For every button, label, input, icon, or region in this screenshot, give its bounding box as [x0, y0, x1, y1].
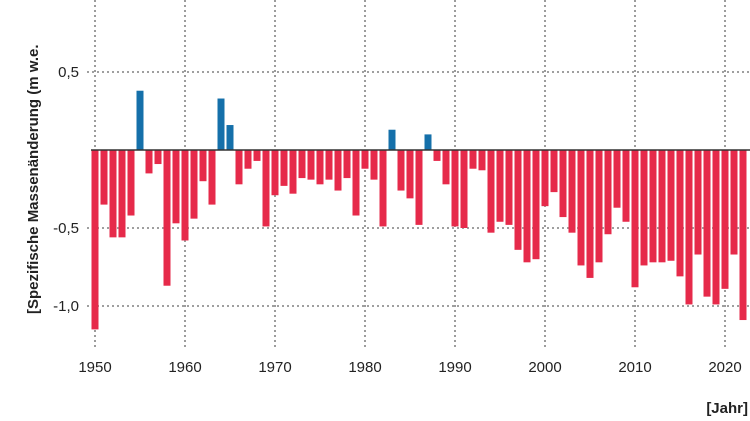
bar-2000: [541, 150, 549, 207]
bar-1958: [163, 150, 171, 286]
bar-2003: [568, 150, 576, 233]
bar-1959: [172, 150, 180, 224]
bar-1983: [388, 129, 396, 150]
bar-1975: [316, 150, 324, 185]
bar-2016: [685, 150, 693, 305]
bar-2009: [622, 150, 630, 222]
bar-1957: [154, 150, 162, 165]
bar-1977: [334, 150, 342, 191]
bar-1996: [505, 150, 513, 225]
bar-2014: [667, 150, 675, 261]
x-tick-label: 2020: [708, 359, 741, 376]
x-tick-label: 1970: [258, 359, 291, 376]
bar-1997: [514, 150, 522, 250]
bar-1965: [226, 125, 234, 150]
x-tick-labels: 1950 1960 1970 1980 1990 2000 2010 2020: [78, 359, 741, 376]
bar-1982: [379, 150, 387, 227]
bar-1985: [406, 150, 414, 199]
bar-2005: [586, 150, 594, 278]
bar-1953: [118, 150, 126, 238]
bar-1951: [100, 150, 108, 205]
y-axis-label: [Spezifische Massenänderung (m w.e.: [25, 44, 42, 314]
y-tick-label: -1,0: [53, 298, 79, 315]
bar-1974: [307, 150, 315, 180]
bar-1954: [127, 150, 135, 216]
bar-2012: [649, 150, 657, 263]
bar-1998: [523, 150, 531, 263]
bar-1990: [451, 150, 459, 227]
bar-2017: [694, 150, 702, 255]
bar-1964: [217, 98, 225, 150]
bar-1970: [271, 150, 279, 196]
bar-2008: [613, 150, 621, 208]
x-tick-label: 1960: [168, 359, 201, 376]
bar-1976: [325, 150, 333, 180]
x-tick-label: 2000: [528, 359, 561, 376]
bar-2018: [703, 150, 711, 297]
bar-2011: [640, 150, 648, 266]
bar-1995: [496, 150, 504, 222]
bar-1961: [190, 150, 198, 219]
bar-1984: [397, 150, 405, 191]
bar-1968: [253, 150, 261, 161]
bar-1960: [181, 150, 189, 241]
bar-1963: [208, 150, 216, 205]
bar-2001: [550, 150, 558, 193]
bar-2007: [604, 150, 612, 235]
x-tick-label: 1990: [438, 359, 471, 376]
bar-1972: [289, 150, 297, 194]
bar-1971: [280, 150, 288, 186]
bar-1966: [235, 150, 243, 185]
bar-1956: [145, 150, 153, 174]
bar-2015: [676, 150, 684, 277]
bar-1962: [199, 150, 207, 182]
bars: [91, 90, 747, 330]
bar-1989: [442, 150, 450, 185]
bar-1993: [478, 150, 486, 171]
x-axis-label: [Jahr]: [706, 400, 748, 417]
y-tick-label: -0,5: [53, 220, 79, 237]
x-tick-label: 2010: [618, 359, 651, 376]
bar-1969: [262, 150, 270, 227]
bar-1991: [460, 150, 468, 228]
y-tick-label: 0,5: [58, 64, 79, 81]
bar-1986: [415, 150, 423, 225]
bar-1992: [469, 150, 477, 169]
bar-1999: [532, 150, 540, 260]
y-tick-labels: 0,5 -0,5 -1,0: [53, 64, 79, 315]
bar-2002: [559, 150, 567, 218]
bar-1980: [361, 150, 369, 169]
bar-1950: [91, 150, 99, 330]
bar-1967: [244, 150, 252, 169]
x-tick-label: 1950: [78, 359, 111, 376]
bar-2020: [721, 150, 729, 289]
bar-1994: [487, 150, 495, 233]
bar-1973: [298, 150, 306, 179]
bar-2010: [631, 150, 639, 288]
bar-1978: [343, 150, 351, 179]
bar-1988: [433, 150, 441, 161]
bar-2022: [739, 150, 747, 321]
bar-2021: [730, 150, 738, 255]
bar-2019: [712, 150, 720, 305]
bar-2006: [595, 150, 603, 263]
x-tick-label: 1980: [348, 359, 381, 376]
bar-1979: [352, 150, 360, 216]
bar-1981: [370, 150, 378, 180]
bar-1987: [424, 134, 432, 150]
bar-1952: [109, 150, 117, 238]
bar-1955: [136, 90, 144, 150]
bar-2004: [577, 150, 585, 266]
bar-2013: [658, 150, 666, 263]
